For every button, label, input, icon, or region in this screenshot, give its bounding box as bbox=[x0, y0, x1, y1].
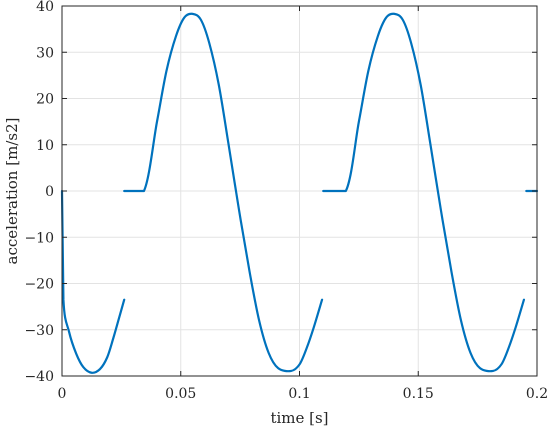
y-tick-label: 0 bbox=[45, 184, 54, 200]
series-line bbox=[60, 12, 539, 374]
x-tick-label: 0 bbox=[58, 386, 67, 402]
x-tick-label: 0.15 bbox=[403, 386, 434, 402]
x-tick-label: 0.05 bbox=[165, 386, 196, 402]
y-tick-label: 10 bbox=[36, 138, 54, 154]
y-tick-label: −20 bbox=[24, 277, 54, 293]
y-tick-labels: −40 −30 −20 −10 0 10 20 30 40 bbox=[24, 0, 54, 385]
x-tick-labels: 0 0.05 0.1 0.15 0.2 bbox=[58, 386, 549, 402]
y-tick-label: 30 bbox=[36, 45, 54, 61]
y-tick-label: −30 bbox=[24, 323, 54, 339]
y-axis-label: acceleration [m/s2] bbox=[3, 118, 21, 265]
x-tick-label: 0.1 bbox=[288, 386, 310, 402]
y-tick-label: −10 bbox=[24, 230, 54, 246]
y-tick-label: 20 bbox=[36, 92, 54, 108]
ticks bbox=[61, 5, 538, 377]
x-tick-label: 0.2 bbox=[526, 386, 548, 402]
series-segment bbox=[322, 12, 526, 373]
y-tick-label: 40 bbox=[36, 0, 54, 15]
series-layer bbox=[60, 12, 539, 374]
series-segment bbox=[60, 189, 126, 374]
series-segment bbox=[123, 12, 324, 373]
y-tick-label: −40 bbox=[24, 369, 54, 385]
x-axis-label: time [s] bbox=[270, 409, 328, 427]
